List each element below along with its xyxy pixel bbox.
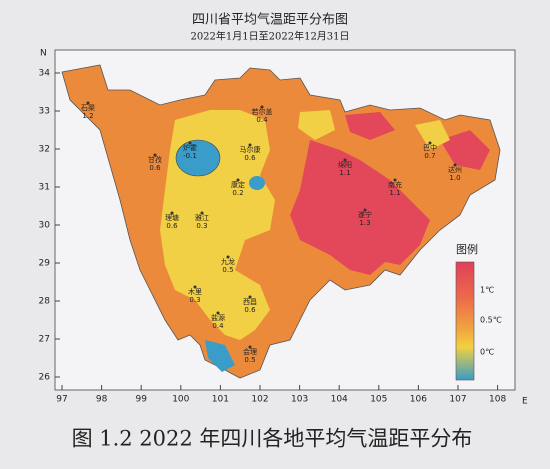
station-dot: [216, 311, 220, 315]
lat-tick-label: 31: [39, 183, 50, 193]
legend-label: 0℃: [480, 348, 494, 357]
station-name: 绵阳: [338, 160, 352, 169]
lon-tick-label: 103: [291, 395, 308, 405]
station-name: 巴中: [423, 143, 437, 152]
lon-tick-label: 105: [370, 395, 387, 405]
map-title: 四川省平均气温距平分布图: [192, 12, 348, 28]
lon-tick-label: 101: [212, 395, 229, 405]
station-dot: [393, 178, 397, 182]
lat-tick-label: 30: [39, 221, 51, 231]
station-dot: [226, 255, 230, 259]
station-value: 0.3: [189, 296, 200, 304]
north-label: N: [40, 49, 47, 59]
lat-tick-label: 34: [39, 69, 51, 79]
lat-tick-label: 28: [39, 297, 51, 307]
legend: 图例 1℃ 0.5℃ 0℃: [455, 242, 502, 381]
station-dot: [236, 178, 240, 182]
station-dot: [248, 345, 252, 349]
lon-tick-label: 98: [96, 395, 108, 405]
legend-label: 0.5℃: [480, 316, 502, 325]
lat-tick-label: 32: [39, 145, 50, 155]
legend-title: 图例: [456, 242, 478, 256]
station-name: 甘孜: [148, 155, 162, 164]
station-value: 0.4: [212, 322, 224, 330]
yellow-region: [298, 110, 335, 140]
station-value: 1.1: [389, 189, 400, 197]
legend-bar: [455, 261, 475, 381]
caption: 图 1.2 2022 年四川各地平均气温距平分布: [72, 427, 473, 451]
blue-region: [175, 139, 221, 177]
lat-tick-label: 29: [39, 259, 51, 269]
station-value: 1.2: [82, 112, 93, 120]
lon-tick-label: 99: [135, 395, 147, 405]
station-value: 0.5: [244, 356, 255, 364]
station-dot: [248, 295, 252, 299]
lat-tick-label: 26: [39, 373, 51, 383]
blue-region: [205, 340, 235, 372]
station-name: 达州: [448, 165, 462, 174]
station-dot: [343, 158, 347, 162]
station-value: 0.6: [244, 154, 256, 162]
dynamic-layer: 97 98 99 100 101 102 103 104 105 106 107 108 26 27 28 2…: [39, 69, 507, 405]
red-region: [345, 112, 395, 140]
station-name: 西昌: [243, 298, 257, 306]
station-name: 木里: [188, 287, 202, 296]
station-name: 会理: [243, 347, 257, 356]
station-name: 盐源: [211, 313, 225, 322]
lat-tick-label: 33: [39, 107, 50, 117]
station-value: -0.1: [183, 152, 197, 160]
legend-label: 1℃: [480, 286, 494, 295]
station-dot: [170, 211, 174, 215]
station-name: 雅江: [195, 213, 209, 222]
station-dot: [86, 101, 90, 105]
station-dot: [363, 208, 367, 212]
yellow-region: [415, 120, 450, 150]
station-dot: [453, 163, 457, 167]
station-dot: [248, 143, 252, 147]
station-value: 1.3: [359, 219, 370, 227]
station-name: 理塘: [165, 213, 179, 222]
blue-region: [249, 176, 265, 190]
lon-tick-label: 106: [410, 395, 427, 405]
station-dot: [153, 153, 157, 157]
station-dot: [260, 105, 264, 109]
station-value: 0.4: [256, 116, 268, 124]
station-value: 0.6: [244, 306, 256, 314]
station-name: 康定: [231, 180, 245, 189]
lon-tick-label: 104: [331, 395, 348, 405]
station-value: 0.6: [149, 164, 161, 172]
station-value: 0.3: [196, 222, 207, 230]
station-value: 0.6: [166, 222, 178, 230]
lon-tick-label: 100: [172, 395, 189, 405]
station-name: 若尔盖: [252, 107, 273, 116]
lon-tick-label: 108: [489, 395, 506, 405]
lon-tick-label: 107: [449, 395, 466, 405]
station-name: 九龙: [221, 257, 235, 266]
station-value: 1.0: [449, 174, 460, 182]
red-region: [290, 140, 430, 275]
lat-tick-label: 27: [39, 335, 50, 345]
east-label: E: [522, 397, 528, 407]
station-name: 炉霍: [183, 143, 197, 152]
lon-tick-label: 97: [56, 395, 67, 405]
station-value: 0.2: [232, 189, 243, 197]
station-value: 0.5: [222, 266, 233, 274]
station-value: 0.7: [424, 152, 435, 160]
station-dot: [428, 141, 432, 145]
station-name: 遂宁: [358, 210, 372, 219]
station-dot: [193, 285, 197, 289]
station-name: 南充: [388, 180, 402, 189]
station-dot: [200, 211, 204, 215]
red-region: [440, 130, 490, 170]
map-subtitle: 2022年1月1日至2022年12月31日: [190, 30, 349, 43]
map-regions: [61, 64, 501, 379]
station-name: 马尔康: [240, 145, 261, 154]
station-name: 石渠: [81, 103, 95, 112]
lon-tick-label: 102: [251, 395, 268, 405]
station-value: 1.1: [339, 169, 350, 177]
station-dot: [188, 141, 192, 145]
